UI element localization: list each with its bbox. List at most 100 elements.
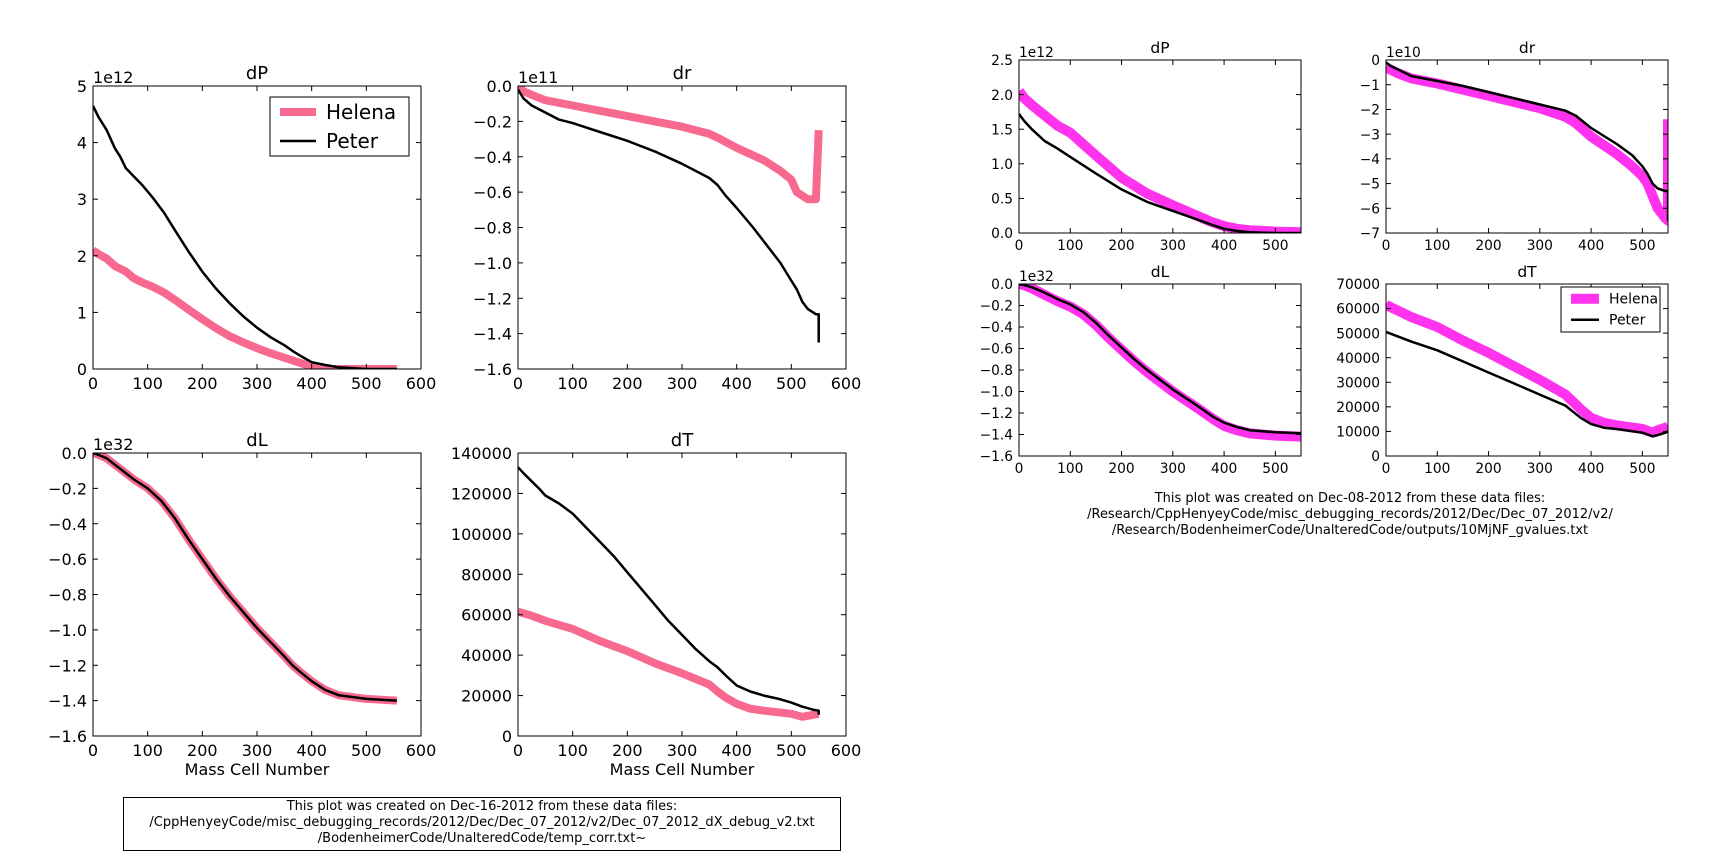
y-tick-label: −0.2 xyxy=(980,299,1013,315)
x-tick-label: 400 xyxy=(1578,238,1604,254)
x-tick-label: 500 xyxy=(1262,461,1288,477)
legend-label-helena: Helena xyxy=(326,100,396,124)
chart-7: 0 100 200 300 400 500 0.0 −0.2 −0.4 −0.6 −0.8 −1.0 −… xyxy=(980,263,1302,477)
series-line-helena xyxy=(1019,88,1301,233)
chart-title: dP xyxy=(246,63,268,84)
x-tick-label: 300 xyxy=(667,741,698,760)
axis-exponent: 1e10 xyxy=(1386,45,1421,61)
x-tick-label: 100 xyxy=(557,374,588,393)
x-tick-label: 300 xyxy=(1160,238,1186,254)
x-tick-label: 500 xyxy=(351,374,382,393)
y-tick-label: −0.8 xyxy=(980,363,1013,379)
x-tick-label: 200 xyxy=(1108,461,1134,477)
legend-label-helena: Helena xyxy=(1609,292,1658,308)
y-tick-label: −1.6 xyxy=(48,727,87,746)
x-tick-label: 300 xyxy=(667,374,698,393)
x-tick-label: 0 xyxy=(1015,238,1024,254)
y-tick-label: −0.4 xyxy=(473,148,512,167)
chart-3: 0 100 200 300 400 500 600 0.0 −0.2 −0.4 −0.6 −0.8 −1… xyxy=(48,430,436,779)
x-tick-label: 400 xyxy=(1211,461,1237,477)
x-tick-label: 400 xyxy=(1211,238,1237,254)
x-tick-label: 0 xyxy=(1382,238,1391,254)
y-tick-label: 140000 xyxy=(451,444,512,463)
series-line-peter xyxy=(1386,330,1668,438)
y-tick-label: −1.2 xyxy=(980,406,1013,422)
legend-label-peter: Peter xyxy=(326,129,379,153)
x-tick-label: 300 xyxy=(242,741,273,760)
caption-left-line-1: This plot was created on Dec-16-2012 fro… xyxy=(286,799,678,814)
x-tick-label: 0 xyxy=(1015,461,1024,477)
series-line-peter xyxy=(1386,61,1668,221)
y-tick-label: 2.5 xyxy=(991,53,1013,69)
y-tick-label: −1.6 xyxy=(473,360,512,379)
y-tick-label: 1.5 xyxy=(991,122,1013,138)
caption-left-line-3: /BodenheimerCode/UnalteredCode/temp_corr… xyxy=(317,831,647,846)
x-tick-label: 500 xyxy=(1629,461,1655,477)
y-tick-label: 0 xyxy=(1371,53,1380,69)
chart-2: 0 100 200 300 400 500 600 0.0 −0.2 −0.4 −0.6 −0.8 −1… xyxy=(473,63,861,393)
axis-exponent: 1e32 xyxy=(1019,269,1054,285)
series-line-helena xyxy=(1019,284,1301,442)
y-tick-label: −0.6 xyxy=(48,550,87,569)
y-tick-label: −1.0 xyxy=(980,385,1013,401)
chart-title: dL xyxy=(1151,263,1170,281)
series-line-peter xyxy=(518,466,820,715)
caption-left-line-2: /CppHenyeyCode/misc_debugging_records/20… xyxy=(149,815,815,830)
x-tick-label: 400 xyxy=(721,374,752,393)
series-line-helena xyxy=(1386,62,1668,226)
plot-frame xyxy=(517,452,847,737)
y-tick-label: 100000 xyxy=(451,525,512,544)
series-line-peter xyxy=(518,88,820,343)
y-tick-label: −0.4 xyxy=(980,320,1013,336)
y-tick-label: −0.8 xyxy=(48,586,87,605)
y-tick-label: 2 xyxy=(77,247,87,266)
y-tick-label: −1.0 xyxy=(473,254,512,273)
y-tick-label: 30000 xyxy=(1336,375,1380,391)
y-tick-label: −6 xyxy=(1360,201,1380,217)
chart-4: 0 100 200 300 400 500 600 0 20000 40000 60000 80000… xyxy=(451,430,861,779)
x-tick-label: 600 xyxy=(831,741,862,760)
y-tick-label: 60000 xyxy=(1336,302,1380,318)
y-tick-label: 50000 xyxy=(1336,326,1380,342)
x-tick-label: 600 xyxy=(406,741,437,760)
x-tick-label: 100 xyxy=(1057,461,1083,477)
x-tick-label: 300 xyxy=(1527,238,1553,254)
y-tick-label: 5 xyxy=(77,77,87,96)
x-tick-label: 500 xyxy=(1629,238,1655,254)
y-tick-label: 4 xyxy=(77,134,87,153)
y-tick-label: 0.0 xyxy=(487,77,512,96)
y-tick-label: 0.0 xyxy=(991,226,1013,242)
x-tick-label: 100 xyxy=(1424,238,1450,254)
chart-6: 0 100 200 300 400 500 0 −1 −2 −3 −4 −5 −6 −7 dr 1e10 xyxy=(1360,39,1669,254)
chart-title: dP xyxy=(1150,39,1169,57)
y-tick-label: −1.2 xyxy=(48,656,87,675)
y-tick-label: 80000 xyxy=(461,565,512,584)
axis-exponent: 1e11 xyxy=(518,68,558,87)
chart-8: 0 100 200 300 400 500 0 10000 20000 30000 40000 500… xyxy=(1336,263,1669,477)
plot-frame xyxy=(1018,59,1302,234)
chart-5: 0 100 200 300 400 500 0.0 0.5 1.0 1.5 2.0 2.5 dP 1e12 xyxy=(991,39,1302,254)
y-tick-label: 0.5 xyxy=(991,192,1013,208)
y-tick-label: −1.0 xyxy=(48,621,87,640)
caption-right-line-1: This plot was created on Dec-08-2012 fro… xyxy=(1154,491,1546,506)
y-tick-label: −1.4 xyxy=(980,428,1013,444)
y-tick-label: −7 xyxy=(1360,226,1380,242)
x-tick-label: 600 xyxy=(831,374,862,393)
y-tick-label: 0.0 xyxy=(991,277,1013,293)
y-tick-label: −0.6 xyxy=(473,183,512,202)
x-tick-label: 0 xyxy=(513,741,523,760)
y-tick-label: 20000 xyxy=(1336,400,1380,416)
y-tick-label: −4 xyxy=(1360,152,1380,168)
series-line-helena xyxy=(518,607,820,721)
caption-left: This plot was created on Dec-16-2012 fro… xyxy=(123,797,841,851)
x-tick-label: 500 xyxy=(776,741,807,760)
y-tick-label: 1.0 xyxy=(991,157,1013,173)
chart-title: dr xyxy=(1519,39,1536,57)
series-line-helena xyxy=(518,86,823,204)
x-tick-label: 200 xyxy=(1475,238,1501,254)
y-tick-label: 20000 xyxy=(461,687,512,706)
y-tick-label: 0 xyxy=(502,727,512,746)
y-tick-label: −0.6 xyxy=(980,342,1013,358)
series-line-helena xyxy=(93,453,398,705)
